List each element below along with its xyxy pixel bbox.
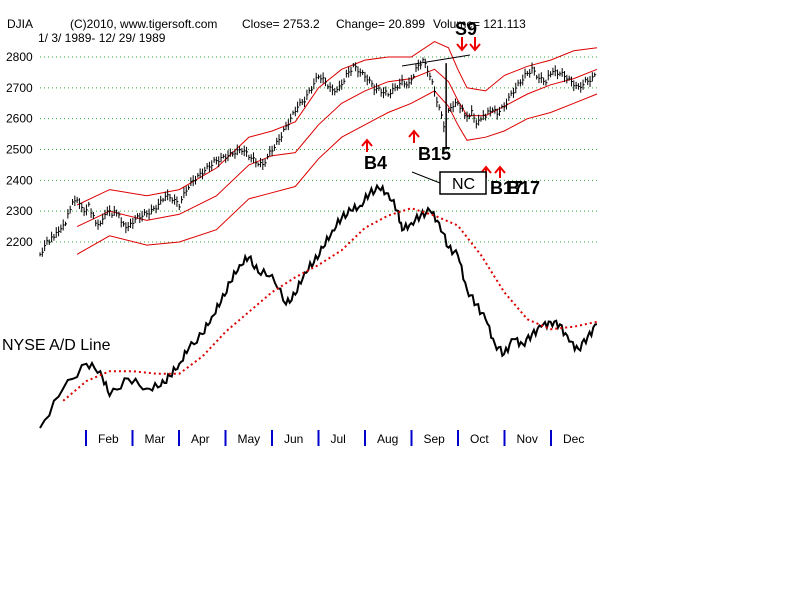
nc-box — [439, 171, 487, 195]
signal-nc-label: NC — [452, 176, 475, 193]
ad-line-group — [39, 183, 598, 429]
month-label: Aug — [377, 432, 398, 446]
month-label: Mar — [145, 432, 166, 446]
y-tick-label: 2200 — [6, 235, 33, 249]
upper-band-line — [76, 41, 598, 206]
month-label: Sep — [424, 432, 446, 446]
moving-average-line — [76, 68, 598, 228]
signal-s9-label: S9 — [455, 19, 477, 39]
y-axis-ticks: 2200 2300 2400 2500 2600 2700 2800 — [6, 50, 33, 249]
volume-value: Volume= 121.113 — [433, 17, 526, 31]
month-label: Apr — [191, 432, 210, 446]
gridlines — [40, 56, 597, 243]
trendline-nc — [411, 171, 441, 184]
change-value: Change= 20.899 — [336, 17, 425, 31]
y-tick-label: 2400 — [6, 173, 33, 187]
y-tick-label: 2500 — [6, 143, 33, 157]
lower-band-line — [76, 90, 598, 255]
y-tick-label: 2700 — [6, 81, 33, 95]
signal-b4-label: B4 — [364, 153, 387, 173]
date-range: 1/ 3/ 1989- 12/ 29/ 1989 — [38, 31, 166, 45]
close-value: Close= 2753.2 — [242, 17, 320, 31]
ad-moving-average — [62, 207, 598, 402]
month-label: Oct — [470, 432, 489, 446]
y-tick-label: 2600 — [6, 112, 33, 126]
b17-arrow-2 — [494, 165, 506, 178]
ad-line-label: NYSE A/D Line — [2, 337, 111, 354]
b4-arrow — [361, 138, 373, 152]
month-label: Nov — [517, 432, 538, 446]
copyright: (C)2010, www.tigersoft.com — [70, 17, 217, 31]
month-label: Jul — [331, 432, 346, 446]
y-tick-label: 2300 — [6, 204, 33, 218]
band-lines — [76, 41, 598, 255]
month-label: Jun — [284, 432, 303, 446]
month-label: Dec — [563, 432, 584, 446]
trendline-top — [401, 54, 471, 67]
signal-b15-label: B15 — [418, 144, 451, 164]
signal-b17-label-2: B17 — [507, 178, 540, 198]
symbol: DJIA — [7, 17, 33, 31]
s9-arrow-1 — [456, 37, 468, 52]
b15-arrow — [408, 129, 420, 143]
month-label: Feb — [98, 432, 119, 446]
price-bars — [39, 57, 597, 257]
s9-arrow-2 — [469, 37, 481, 52]
month-label: May — [238, 432, 261, 446]
y-tick-label: 2800 — [6, 50, 33, 64]
signal-b17-label-1: B17 — [490, 178, 523, 198]
month-axis: Feb Mar Apr May Jun Jul Aug Sep Oct Nov Dec — [85, 430, 584, 446]
ad-line — [39, 183, 598, 429]
